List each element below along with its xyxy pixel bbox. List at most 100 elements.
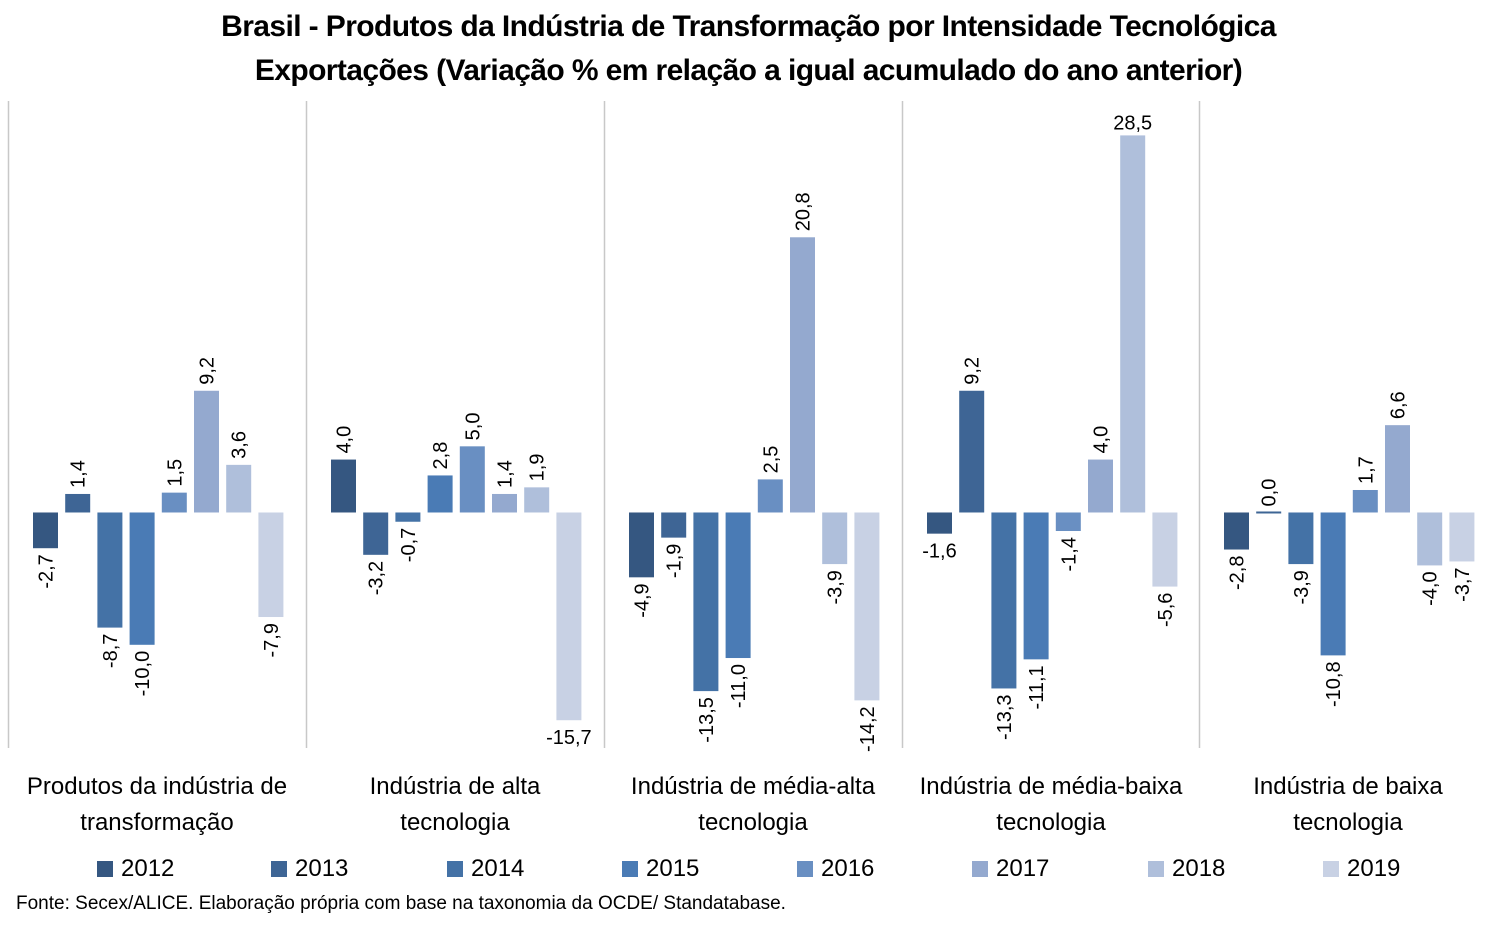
- data-label: 3,6: [229, 431, 251, 459]
- legend-label: 2017: [996, 855, 1050, 882]
- legend-swatch: [1323, 861, 1339, 877]
- data-label: -11,1: [1026, 665, 1048, 709]
- bar-2012-cat4: [1224, 512, 1249, 550]
- data-label: 4,0: [1091, 426, 1113, 454]
- legend: 2012 2013 2014 2015 2016 2017 2018 2019: [0, 855, 1497, 887]
- bar-2014-cat2: [693, 512, 719, 692]
- bar-2015-cat0: [129, 512, 155, 645]
- legend-swatch: [972, 861, 988, 877]
- data-label: -7,9: [261, 623, 283, 657]
- bar-2016-cat4: [1352, 489, 1378, 513]
- data-label: -2,8: [1227, 556, 1249, 590]
- legend-item-2014: 2014: [447, 855, 524, 883]
- bar-2017-cat0: [194, 390, 219, 513]
- data-label: -1,4: [1058, 537, 1080, 571]
- legend-label: 2014: [471, 855, 525, 882]
- data-label: 9,2: [197, 357, 219, 385]
- legend-label: 2016: [821, 855, 875, 882]
- bar-2015-cat3: [1023, 512, 1049, 660]
- legend-label: 2012: [121, 855, 175, 882]
- category-label: tecnologia: [996, 809, 1106, 836]
- data-label: -4,9: [632, 583, 654, 617]
- data-label: 2,8: [430, 442, 452, 470]
- data-label: -3,9: [825, 570, 847, 604]
- category-label: Indústria de média-baixa: [920, 773, 1183, 800]
- data-label: -11,0: [728, 664, 750, 708]
- legend-swatch: [97, 861, 113, 877]
- category-label: tecnologia: [1293, 809, 1403, 836]
- data-label: 28,5: [1113, 112, 1152, 134]
- bar-2012-cat1: [331, 459, 356, 513]
- bar-2018-cat4: [1417, 512, 1443, 566]
- category-label: Indústria de alta: [370, 773, 541, 800]
- bar-2012-cat2: [629, 512, 654, 578]
- legend-item-2012: 2012: [97, 855, 174, 883]
- legend-label: 2015: [646, 855, 700, 882]
- bar-2016-cat3: [1055, 512, 1081, 532]
- bar-2012-cat0: [33, 512, 58, 549]
- data-label: -4,0: [1420, 571, 1442, 605]
- legend-swatch: [271, 861, 287, 877]
- data-label: 6,6: [1388, 391, 1410, 419]
- bar-2017-cat1: [492, 493, 517, 513]
- data-label: -3,9: [1291, 570, 1313, 604]
- bar-2017-cat3: [1088, 459, 1113, 513]
- data-label: -13,5: [696, 697, 718, 743]
- data-label: -10,8: [1323, 661, 1345, 707]
- legend-item-2015: 2015: [622, 855, 699, 883]
- bar-2015-cat4: [1320, 512, 1346, 656]
- data-label: 5,0: [462, 413, 484, 441]
- bar-2016-cat2: [757, 479, 783, 513]
- data-label: -8,7: [100, 634, 122, 668]
- category-label: Indústria de média-alta: [631, 773, 876, 800]
- bar-2013-cat2: [661, 512, 687, 538]
- data-label: -0,7: [398, 528, 420, 562]
- legend-swatch: [622, 861, 638, 877]
- data-label: -1,9: [664, 544, 686, 578]
- legend-swatch: [1148, 861, 1164, 877]
- data-label: -15,7: [546, 727, 592, 749]
- bar-2016-cat1: [459, 446, 485, 513]
- legend-label: 2013: [295, 855, 349, 882]
- source-note: Fonte: Secex/ALICE. Elaboração própria c…: [16, 893, 786, 914]
- bar-2013-cat0: [65, 493, 91, 513]
- data-label: -14,2: [857, 706, 879, 752]
- chart-subtitle: Exportações (Variação % em relação a igu…: [254, 54, 1243, 87]
- category-label: tecnologia: [698, 809, 808, 836]
- bar-2013-cat4: [1256, 511, 1282, 514]
- bar-2018-cat1: [524, 487, 550, 513]
- category-label: Indústria de baixa: [1253, 773, 1443, 800]
- bar-2014-cat1: [395, 512, 421, 522]
- bar-2019-cat0: [258, 512, 284, 618]
- data-label: 1,5: [164, 459, 186, 487]
- chart-title: Brasil - Produtos da Indústria de Transf…: [221, 10, 1276, 43]
- bar-2017-cat2: [790, 237, 815, 513]
- data-label: -13,3: [994, 694, 1016, 740]
- bar-2013-cat1: [363, 512, 389, 555]
- legend-label: 2018: [1172, 855, 1226, 882]
- legend-label: 2019: [1347, 855, 1401, 882]
- category-label: Produtos da indústria de: [27, 773, 287, 800]
- legend-item-2016: 2016: [797, 855, 874, 883]
- data-label: 0,0: [1259, 479, 1281, 507]
- bar-2014-cat0: [97, 512, 123, 628]
- bar-2019-cat3: [1152, 512, 1178, 587]
- bar-2015-cat1: [427, 475, 453, 513]
- data-label: 20,8: [793, 192, 815, 231]
- data-label: -3,7: [1452, 567, 1474, 601]
- bar-2012-cat3: [927, 512, 952, 534]
- data-label: 9,2: [962, 357, 984, 385]
- data-label: -3,2: [366, 561, 388, 595]
- bar-2018-cat2: [822, 512, 848, 565]
- bar-2014-cat3: [991, 512, 1017, 689]
- data-label: -1,6: [922, 541, 956, 563]
- bar-2013-cat3: [959, 390, 985, 513]
- data-label: -10,0: [132, 651, 154, 697]
- data-label: 1,9: [527, 454, 549, 482]
- category-label: tecnologia: [400, 809, 510, 836]
- legend-item-2018: 2018: [1148, 855, 1225, 883]
- bar-2018-cat3: [1120, 135, 1146, 513]
- bar-2019-cat2: [854, 512, 880, 701]
- bar-chart: -2,7 1,4 -8,7 -10,0 1,5 9,2 3,6 -7,9 Produtos da…: [7, 101, 1475, 836]
- data-label: 1,4: [495, 460, 517, 488]
